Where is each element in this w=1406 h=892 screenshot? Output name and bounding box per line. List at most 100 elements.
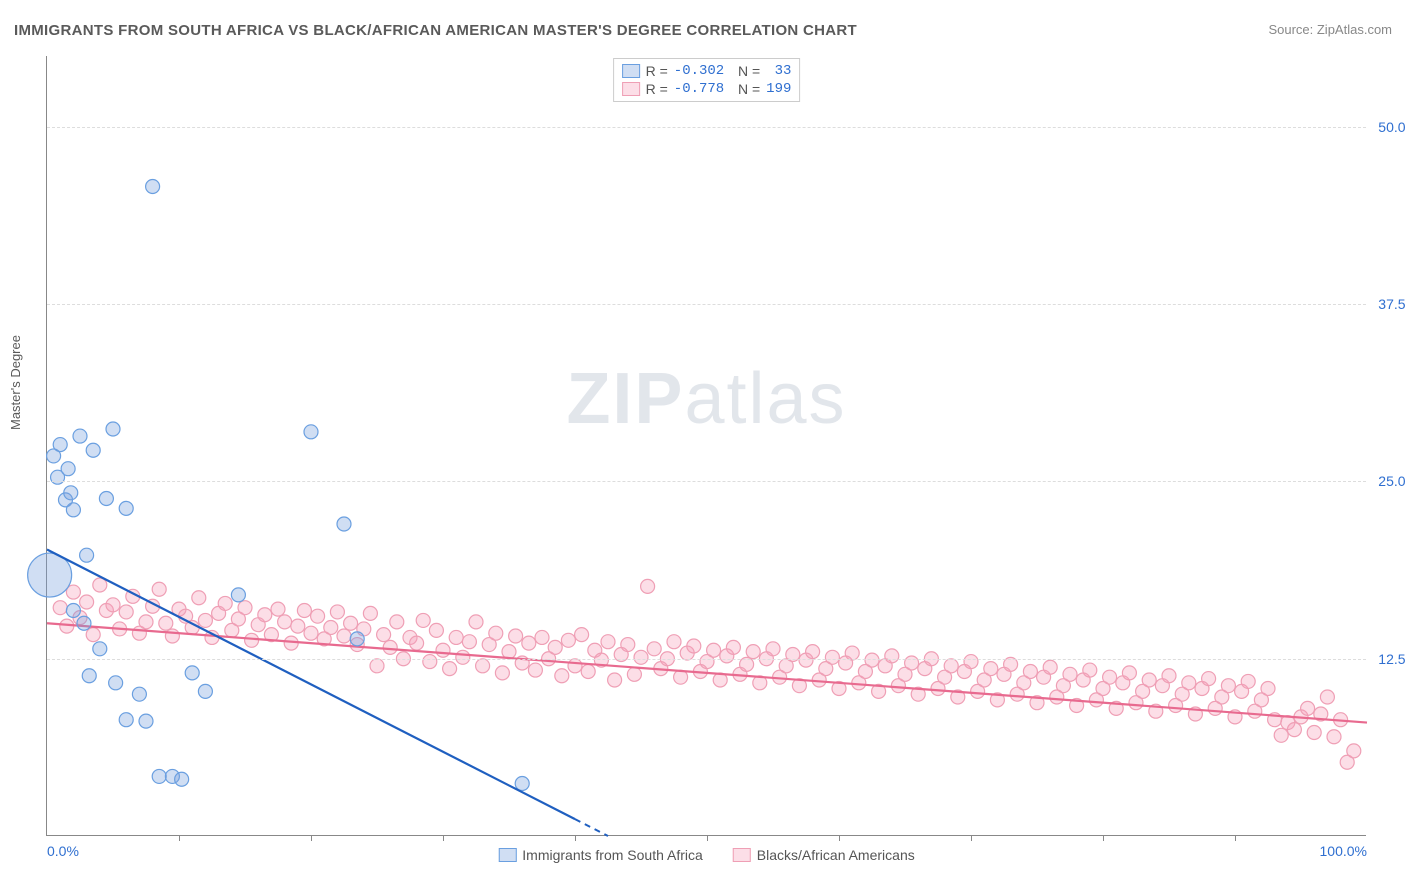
legend-label-pink: Blacks/African Americans: [757, 847, 915, 863]
data-point: [449, 630, 463, 644]
x-tick-mark: [971, 835, 972, 841]
data-point: [423, 655, 437, 669]
data-point: [502, 645, 516, 659]
gridline: [47, 127, 1366, 128]
data-point: [82, 669, 96, 683]
data-point: [238, 601, 252, 615]
data-point: [390, 615, 404, 629]
data-point: [443, 662, 457, 676]
source-label: Source: ZipAtlas.com: [1268, 22, 1392, 37]
x-tick-mark: [443, 835, 444, 841]
y-tick-label: 50.0%: [1370, 119, 1406, 135]
data-point: [1023, 664, 1037, 678]
gridline: [47, 304, 1366, 305]
data-point: [1287, 723, 1301, 737]
data-point: [284, 636, 298, 650]
data-point: [192, 591, 206, 605]
data-point: [416, 613, 430, 627]
data-point: [337, 629, 351, 643]
data-point: [66, 604, 80, 618]
data-point: [687, 639, 701, 653]
data-point: [462, 635, 476, 649]
chart-title: IMMIGRANTS FROM SOUTH AFRICA VS BLACK/AF…: [14, 22, 857, 39]
data-point: [304, 626, 318, 640]
x-tick-mark: [707, 835, 708, 841]
data-point: [337, 517, 351, 531]
data-point: [66, 503, 80, 517]
swatch-pink-icon: [733, 848, 751, 862]
data-point: [159, 616, 173, 630]
data-point: [344, 616, 358, 630]
data-point: [1347, 744, 1361, 758]
plot-area: ZIPatlas R = -0.302 N = 33 R = -0.778 N …: [46, 56, 1366, 836]
data-point: [608, 673, 622, 687]
data-point: [707, 643, 721, 657]
data-point: [271, 602, 285, 616]
data-point: [330, 605, 344, 619]
data-point: [383, 640, 397, 654]
data-point: [1083, 663, 1097, 677]
data-point: [119, 605, 133, 619]
data-point: [495, 666, 509, 680]
data-point: [106, 422, 120, 436]
swatch-blue-icon: [498, 848, 516, 862]
data-point: [1202, 672, 1216, 686]
series-legend: Immigrants from South Africa Blacks/Afri…: [498, 847, 914, 863]
data-point: [245, 633, 259, 647]
data-point: [436, 643, 450, 657]
data-point: [647, 642, 661, 656]
regression-line-dashed: [575, 819, 608, 836]
data-point: [1274, 728, 1288, 742]
data-point: [1327, 730, 1341, 744]
data-point: [80, 548, 94, 562]
x-tick-mark: [1235, 835, 1236, 841]
data-point: [548, 640, 562, 654]
data-point: [806, 645, 820, 659]
x-tick-label: 0.0%: [47, 843, 79, 859]
data-point: [258, 608, 272, 622]
y-tick-label: 37.5%: [1370, 296, 1406, 312]
data-point: [528, 663, 542, 677]
data-point: [1320, 690, 1334, 704]
data-point: [984, 662, 998, 676]
data-point: [489, 626, 503, 640]
data-point: [218, 596, 232, 610]
data-point: [522, 636, 536, 650]
data-point: [509, 629, 523, 643]
data-point: [469, 615, 483, 629]
gridline: [47, 659, 1366, 660]
data-point: [568, 659, 582, 673]
data-point: [601, 635, 615, 649]
data-point: [581, 664, 595, 678]
x-tick-mark: [179, 835, 180, 841]
data-point: [634, 650, 648, 664]
data-point: [139, 615, 153, 629]
data-point: [1241, 674, 1255, 688]
data-point: [515, 777, 529, 791]
x-tick-mark: [575, 835, 576, 841]
data-point: [311, 609, 325, 623]
data-point: [198, 613, 212, 627]
data-point: [152, 582, 166, 596]
data-point: [185, 666, 199, 680]
data-point: [667, 635, 681, 649]
data-point: [1122, 666, 1136, 680]
data-point: [99, 491, 113, 505]
y-tick-label: 12.5%: [1370, 651, 1406, 667]
data-point: [456, 650, 470, 664]
data-point: [278, 615, 292, 629]
data-point: [80, 595, 94, 609]
stats-row-pink: R = -0.778 N = 199: [622, 81, 792, 97]
data-point: [476, 659, 490, 673]
data-point: [106, 598, 120, 612]
data-point: [1261, 682, 1275, 696]
data-point: [825, 650, 839, 664]
data-point: [109, 676, 123, 690]
data-point: [1043, 660, 1057, 674]
data-point: [885, 649, 899, 663]
data-point: [61, 462, 75, 476]
data-point: [297, 604, 311, 618]
data-point: [198, 684, 212, 698]
regression-line: [47, 550, 575, 820]
x-tick-mark: [1103, 835, 1104, 841]
